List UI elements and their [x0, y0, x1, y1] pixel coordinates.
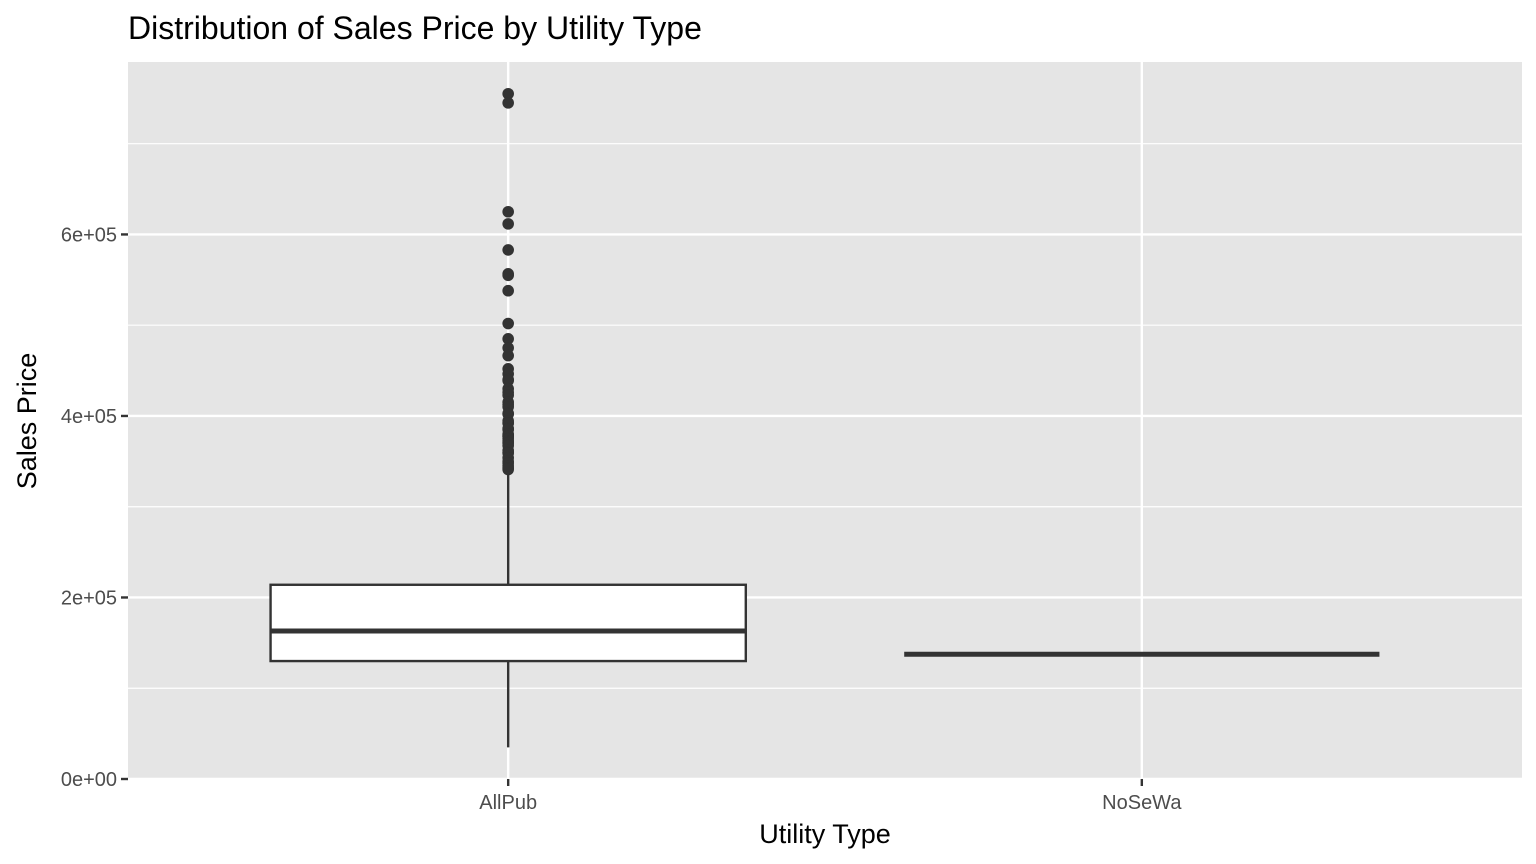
outlier-point [502, 317, 514, 330]
x-axis: AllPub NoSeWa [479, 779, 1182, 814]
chart-title: Distribution of Sales Price by Utility T… [128, 10, 702, 46]
outlier-point [502, 349, 514, 362]
outlier-point [502, 284, 514, 297]
x-tick-label: NoSeWa [1102, 792, 1182, 814]
box-allpub [269, 87, 747, 748]
outlier-point [502, 333, 514, 345]
box-iqr [269, 583, 747, 663]
outlier-point [502, 374, 514, 387]
outlier-point [502, 463, 514, 476]
y-tick-label: 0e+00 [61, 769, 117, 791]
y-axis-title: Sales Price [12, 353, 42, 490]
outlier-point [502, 97, 514, 109]
y-tick-label: 2e+05 [61, 587, 117, 609]
outlier-point [502, 269, 514, 282]
box-series [269, 87, 1380, 748]
y-axis: 0e+00 2e+05 4e+05 6e+05 [61, 224, 128, 791]
plot-panel [128, 62, 1522, 779]
y-tick-label: 6e+05 [61, 224, 117, 246]
outlier-point [502, 218, 514, 230]
x-axis-title: Utility Type [759, 819, 891, 849]
outlier-point [502, 244, 514, 256]
outlier-point [502, 87, 514, 100]
outlier-point [502, 205, 514, 218]
y-tick-label: 4e+05 [61, 406, 117, 428]
minor-gridlines [128, 143, 1522, 689]
x-tick-label: AllPub [479, 792, 537, 814]
